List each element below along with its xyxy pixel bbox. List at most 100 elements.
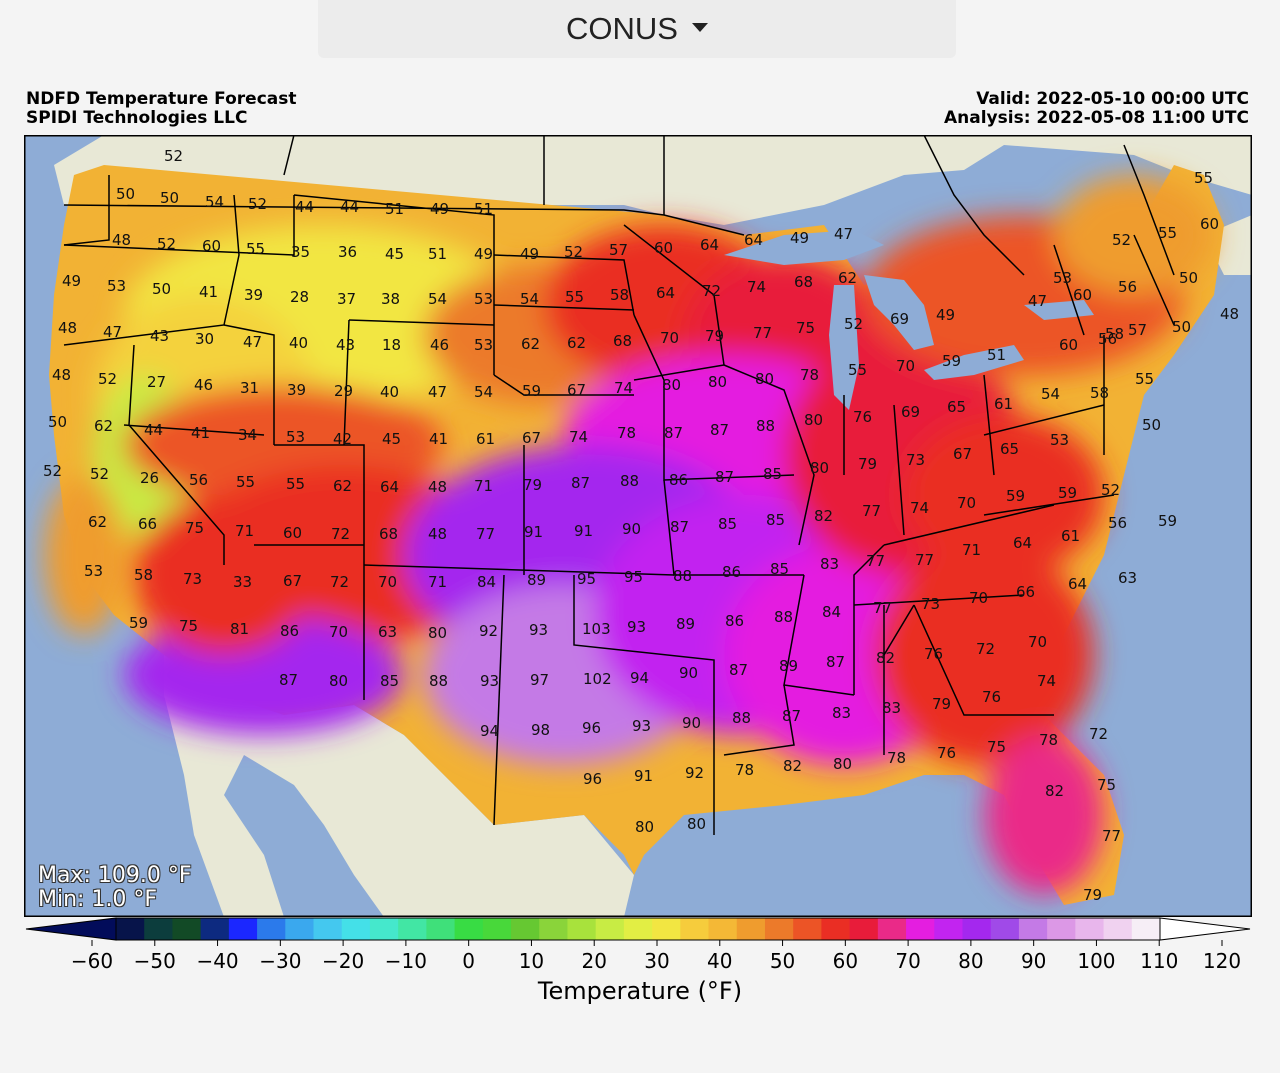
temperature-label: 83: [882, 699, 901, 717]
temperature-label: 74: [569, 428, 588, 446]
temperature-label: 68: [794, 273, 813, 291]
temperature-label: 36: [338, 243, 357, 261]
temperature-label: 53: [84, 562, 103, 580]
map-frame: [24, 135, 1252, 917]
temperature-label: 88: [756, 417, 775, 435]
colorbar-segment: [736, 918, 766, 940]
colorbar-min-extension: [25, 917, 117, 941]
great-lakes: [724, 230, 1094, 410]
temperature-label: 80: [635, 818, 654, 836]
colorbar-tick-label: −20: [322, 949, 364, 973]
temperature-label: 94: [480, 722, 499, 740]
temperature-map: 52 50 50 54 52 44 44 51 49 51 48 52 60 55 35 36 45 51 49 49…: [24, 135, 1252, 917]
temperature-label: 70: [378, 573, 397, 591]
temperature-label: 88: [732, 709, 751, 727]
temperature-label: 74: [910, 499, 929, 517]
temperature-label: 49: [430, 200, 449, 218]
temperature-label: 49: [936, 306, 955, 324]
temperature-label: 59: [1158, 512, 1177, 530]
temperature-label: 50: [1142, 416, 1161, 434]
temperature-label: 66: [138, 515, 157, 533]
temperature-label: 48: [1220, 305, 1239, 323]
temperature-label: 68: [379, 525, 398, 543]
temperature-label: 52: [43, 462, 62, 480]
colorbar-segment: [652, 918, 681, 940]
temperature-label: 80: [687, 815, 706, 833]
temperature-label: 55: [236, 473, 255, 491]
temperature-label: 60: [1200, 215, 1219, 233]
temperature-label: 67: [283, 572, 302, 590]
temperature-label: 71: [235, 522, 254, 540]
colorbar-segment: [595, 918, 625, 940]
temperature-label: 96: [582, 719, 601, 737]
temperature-label: 61: [994, 395, 1013, 413]
temperature-label: 71: [474, 477, 493, 495]
temperature-label: 54: [205, 193, 224, 211]
temperature-label: 59: [942, 352, 961, 370]
temperature-label: 95: [577, 570, 596, 588]
temperature-label: 87: [782, 707, 801, 725]
temperature-label: 53: [474, 290, 493, 308]
temperature-label: 87: [715, 468, 734, 486]
temperature-label: 47: [834, 225, 853, 243]
temperature-label: 52: [844, 315, 863, 333]
temperature-label: 48: [428, 478, 447, 496]
temperature-label: 51: [385, 200, 404, 218]
temperature-label: 70: [329, 623, 348, 641]
temperature-label: 55: [565, 288, 584, 306]
temperature-label: 80: [329, 672, 348, 690]
temperature-label: 54: [474, 383, 493, 401]
temperature-label: 85: [770, 560, 789, 578]
temperature-label: 45: [385, 245, 404, 263]
temperature-label: 79: [858, 455, 877, 473]
temperature-label: 87: [729, 661, 748, 679]
colorbar-tick-label: 100: [1077, 949, 1115, 973]
colorbar-tick-label: 80: [958, 949, 983, 973]
temperature-label: 85: [763, 465, 782, 483]
temperature-label: 50: [116, 185, 135, 203]
valid-time: Valid: 2022-05-10 00:00 UTC: [976, 89, 1249, 109]
colorbar-segment: [1075, 918, 1105, 940]
temperature-label: 64: [1013, 534, 1032, 552]
temperature-label: 71: [428, 573, 447, 591]
temperature-label: 72: [330, 573, 349, 591]
colorbar-segment: [200, 918, 230, 940]
temperature-label: 62: [521, 335, 540, 353]
colorbar-segment: [369, 918, 399, 940]
temperature-label: 52: [564, 243, 583, 261]
temperature-label: 66: [1016, 583, 1035, 601]
colorbar-segment: [1018, 918, 1048, 940]
temperature-label: 49: [790, 229, 809, 247]
temperature-label: 35: [291, 243, 310, 261]
temperature-label: 64: [656, 284, 675, 302]
temperature-label: 90: [682, 714, 701, 732]
temperature-label: 43: [336, 336, 355, 354]
region-select[interactable]: CONUS: [318, 0, 956, 58]
temperature-label: 76: [937, 744, 956, 762]
temperature-label: 64: [744, 231, 763, 249]
colorbar-tick-label: 70: [895, 949, 920, 973]
temperature-label: 55: [286, 475, 305, 493]
temperature-label: 73: [183, 570, 202, 588]
temperature-label: 88: [774, 608, 793, 626]
temperature-label: 65: [947, 398, 966, 416]
temperature-label: 64: [700, 236, 719, 254]
max-min-stats: Max: 109.0 °F Min: 1.0 °F: [38, 864, 192, 912]
temperature-label: 47: [428, 383, 447, 401]
temperature-label: 75: [179, 617, 198, 635]
temperature-label: 52: [164, 147, 183, 165]
temperature-label: 49: [474, 245, 493, 263]
temperature-label: 97: [530, 671, 549, 689]
coastlines: [63, 135, 1175, 276]
temperature-label: 55: [1158, 224, 1177, 242]
temperature-label: 83: [820, 555, 839, 573]
temperature-label: 89: [676, 615, 695, 633]
colorbar-outline: [115, 917, 1161, 941]
temperature-label: 69: [890, 310, 909, 328]
colorbar-segment: [172, 918, 202, 940]
temperature-label: 62: [567, 334, 586, 352]
colorbar-tick-label: 120: [1203, 949, 1241, 973]
temperature-label: 87: [826, 653, 845, 671]
colorbar-segment: [228, 918, 258, 940]
temperature-label: 39: [244, 286, 263, 304]
